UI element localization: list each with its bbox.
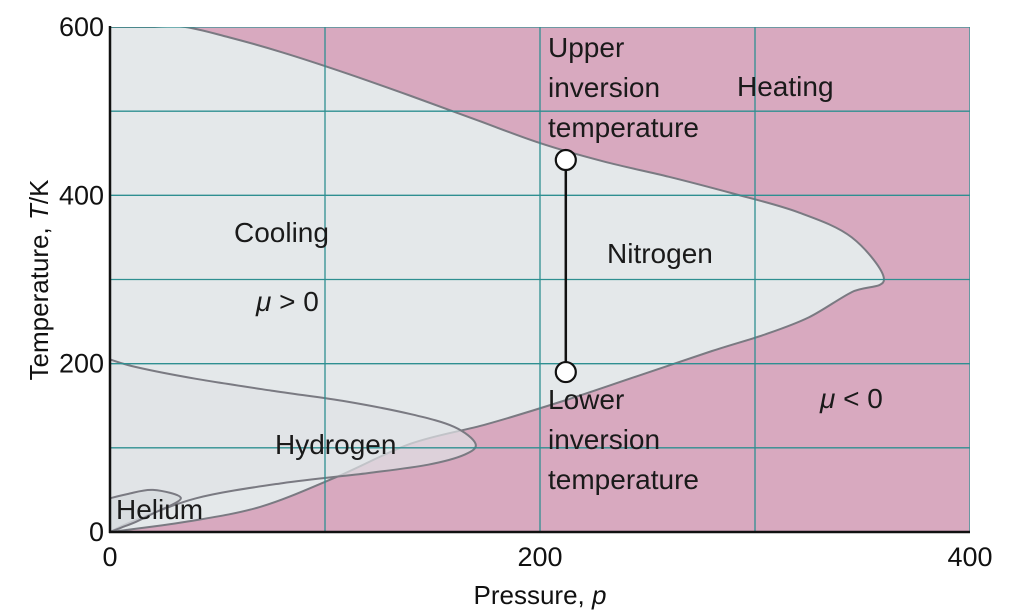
- x-tick-label: 400: [947, 542, 992, 572]
- y-axis-title-text: Temperature,: [24, 220, 54, 380]
- mu-negative-relation: < 0: [835, 383, 882, 414]
- upper-inversion-label-line3: temperature: [548, 112, 699, 143]
- cooling-label: Cooling: [234, 217, 329, 248]
- y-tick-label: 200: [59, 349, 104, 379]
- y-tick-label: 400: [59, 180, 104, 210]
- hydrogen-label: Hydrogen: [275, 429, 396, 460]
- upper-inversion-label-line2: inversion: [548, 72, 660, 103]
- hydrogen-inversion-curve: [110, 358, 477, 532]
- x-tick-label: 0: [102, 542, 117, 572]
- upper-inversion-point: [554, 148, 577, 172]
- tick-labels: 0 200 400 0 200 400 600: [59, 12, 993, 572]
- mu-positive-symbol: μ: [255, 286, 271, 317]
- mu-positive-relation: > 0: [271, 286, 318, 317]
- x-axis-title-symbol: p: [591, 580, 606, 610]
- y-axis-title-unit: /K: [24, 179, 54, 204]
- helium-inversion-curve: [110, 488, 182, 532]
- heating-label: Heating: [737, 71, 834, 102]
- y-tick-label: 0: [89, 517, 104, 547]
- plot-area: [110, 27, 970, 532]
- helium-label: Helium: [116, 494, 203, 525]
- gridlines: [110, 27, 970, 532]
- y-axis-title: Temperature, T/K: [24, 179, 54, 381]
- mu-negative-label: μ < 0: [819, 383, 883, 414]
- lower-inversion-label-line2: inversion: [548, 424, 660, 455]
- mu-positive-label: μ > 0: [255, 286, 319, 317]
- lower-inversion-label-line1: Lower: [548, 384, 624, 415]
- x-tick-label: 200: [517, 542, 562, 572]
- mu-negative-symbol: μ: [819, 383, 835, 414]
- lower-inversion-point: [554, 360, 577, 384]
- x-axis-title: Pressure, p: [474, 580, 607, 610]
- lower-inversion-label-line3: temperature: [548, 464, 699, 495]
- y-axis-title-symbol: T: [24, 202, 54, 220]
- axes: [108, 26, 970, 534]
- upper-inversion-label-line1: Upper: [548, 32, 624, 63]
- x-axis-title-text: Pressure,: [474, 580, 593, 610]
- nitrogen-label: Nitrogen: [607, 238, 713, 269]
- y-tick-label: 600: [59, 12, 104, 42]
